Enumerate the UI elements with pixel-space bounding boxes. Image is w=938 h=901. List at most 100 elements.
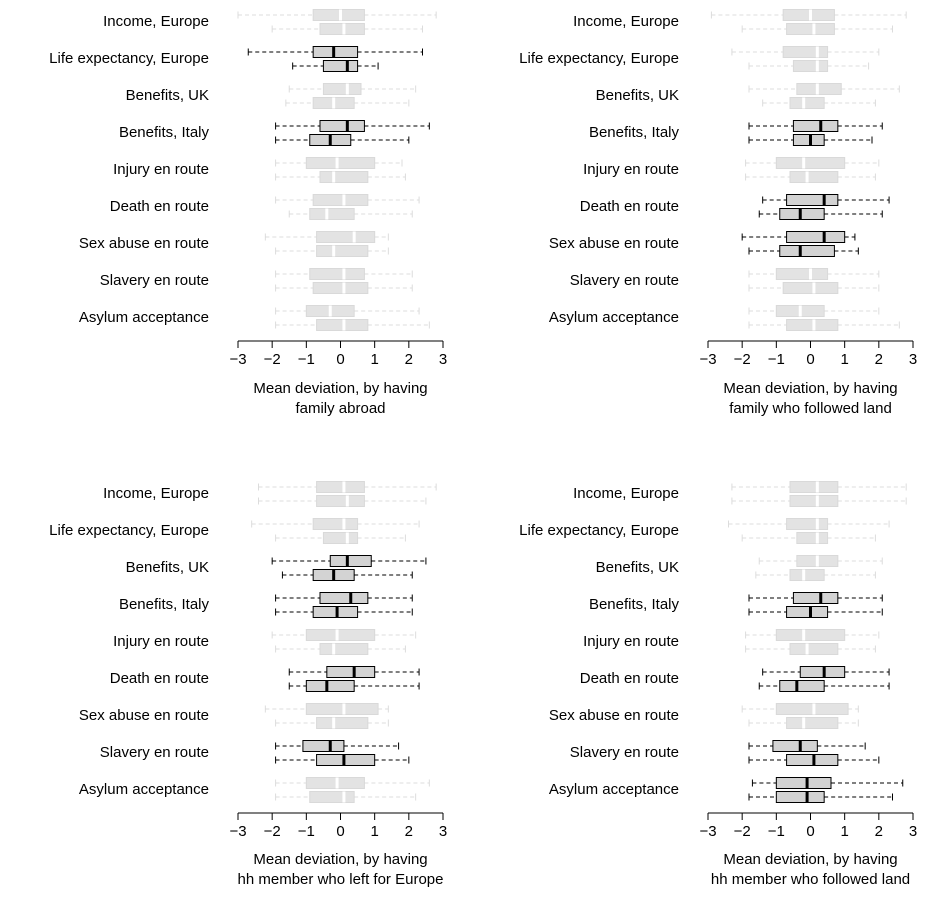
category-label: Income, Europe xyxy=(573,485,679,502)
boxplot xyxy=(741,23,893,35)
boxplot xyxy=(271,629,417,641)
panel-3: Income, Europe Life expectancy, Europe Ben… xyxy=(49,481,447,888)
category-label: Death en route xyxy=(110,670,209,687)
box xyxy=(786,606,829,618)
box xyxy=(786,194,839,206)
boxplot xyxy=(748,282,880,294)
boxplot xyxy=(748,83,900,95)
x-tick-label: −1 xyxy=(298,823,315,840)
boxplot xyxy=(748,60,870,72)
box xyxy=(316,754,376,766)
boxplot xyxy=(731,481,907,493)
boxplot xyxy=(264,231,389,243)
box xyxy=(782,9,835,21)
box xyxy=(789,171,839,183)
x-tick-label: 3 xyxy=(439,351,447,368)
box xyxy=(792,60,829,72)
category-label: Slavery en route xyxy=(570,744,679,761)
boxplot xyxy=(710,9,907,21)
box xyxy=(789,495,839,507)
box xyxy=(316,481,365,493)
x-tick-label: −1 xyxy=(768,823,785,840)
box xyxy=(789,481,839,493)
boxplot xyxy=(275,305,420,317)
boxplot xyxy=(275,194,420,206)
box xyxy=(775,777,832,789)
box xyxy=(309,268,365,280)
category-label: Life expectancy, Europe xyxy=(519,522,679,539)
x-axis-label: Mean deviation, by having xyxy=(253,380,427,397)
x-tick-label: 0 xyxy=(806,351,814,368)
boxplot xyxy=(275,791,417,803)
box xyxy=(796,532,829,544)
boxplot xyxy=(275,171,406,183)
box xyxy=(782,282,839,294)
box xyxy=(775,791,825,803)
x-tick-label: −1 xyxy=(768,351,785,368)
box xyxy=(312,518,359,530)
x-tick-label: 1 xyxy=(370,351,378,368)
box xyxy=(312,194,369,206)
box xyxy=(786,717,839,729)
box xyxy=(782,46,829,58)
boxplot xyxy=(745,629,880,641)
x-axis-label: Mean deviation, by having xyxy=(253,851,427,868)
box xyxy=(799,666,846,678)
boxplot xyxy=(748,120,883,132)
category-label: Life expectancy, Europe xyxy=(49,50,209,67)
category-label: Sex abuse en route xyxy=(79,235,209,252)
boxplot xyxy=(748,134,873,146)
x-tick-label: 2 xyxy=(875,351,883,368)
box xyxy=(316,319,369,331)
boxplot xyxy=(275,592,413,604)
boxplot xyxy=(275,319,430,331)
category-label: Asylum acceptance xyxy=(79,309,209,326)
box xyxy=(792,592,839,604)
boxplot xyxy=(762,194,890,206)
category-label: Benefits, Italy xyxy=(119,124,210,141)
x-tick-label: 1 xyxy=(840,351,848,368)
x-tick-label: −2 xyxy=(264,823,281,840)
box xyxy=(302,740,345,752)
boxplot xyxy=(748,791,893,803)
box xyxy=(305,680,355,692)
boxplot xyxy=(748,754,880,766)
box xyxy=(789,643,839,655)
box xyxy=(305,777,365,789)
x-tick-label: −1 xyxy=(298,351,315,368)
boxplot xyxy=(748,245,859,257)
boxplot xyxy=(755,569,876,581)
boxplot xyxy=(275,282,413,294)
category-label: Injury en route xyxy=(113,161,209,178)
boxplot xyxy=(288,208,413,220)
x-axis-label: family who followed land xyxy=(729,400,892,417)
boxplot xyxy=(748,717,859,729)
x-tick-label: −2 xyxy=(264,351,281,368)
box xyxy=(775,268,829,280)
boxplot xyxy=(264,703,389,715)
box xyxy=(792,120,839,132)
category-label: Income, Europe xyxy=(573,13,679,30)
category-label: Slavery en route xyxy=(100,272,209,289)
boxplot xyxy=(762,97,876,109)
boxplot xyxy=(288,666,420,678)
category-label: Asylum acceptance xyxy=(79,781,209,798)
x-tick-label: 0 xyxy=(806,823,814,840)
box xyxy=(775,629,846,641)
category-label: Sex abuse en route xyxy=(549,235,679,252)
boxplot xyxy=(275,532,406,544)
category-label: Asylum acceptance xyxy=(549,309,679,326)
category-label: Slavery en route xyxy=(100,744,209,761)
box xyxy=(319,592,369,604)
box xyxy=(329,555,372,567)
boxplot xyxy=(258,481,437,493)
box xyxy=(322,532,359,544)
x-tick-label: 0 xyxy=(336,351,344,368)
box xyxy=(779,245,835,257)
category-label: Asylum acceptance xyxy=(549,781,679,798)
boxplot xyxy=(745,643,876,655)
box xyxy=(322,83,362,95)
boxplot xyxy=(258,495,427,507)
x-tick-label: −3 xyxy=(699,823,716,840)
